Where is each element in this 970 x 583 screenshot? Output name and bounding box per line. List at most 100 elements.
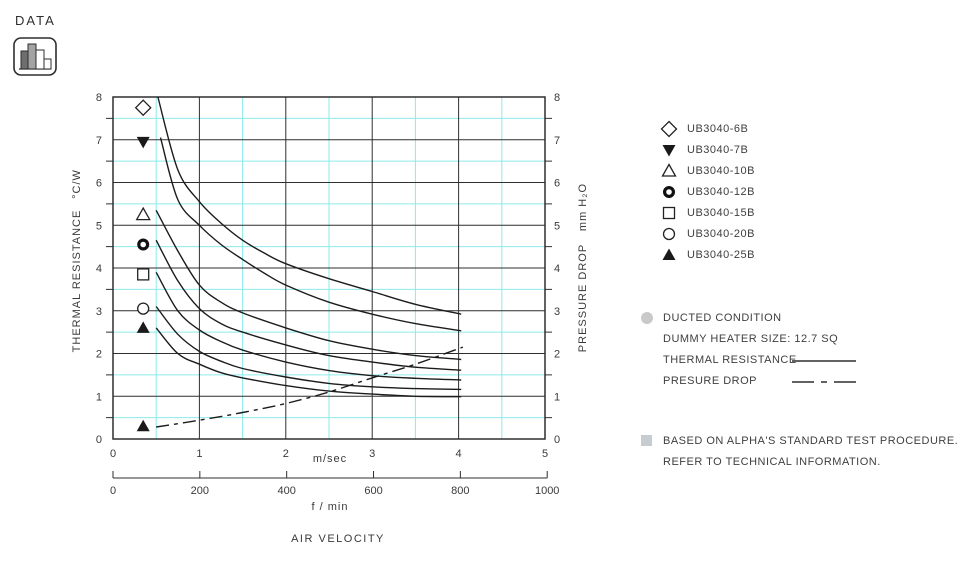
- curve-ub3040-20b: [155, 306, 462, 391]
- note-text: DUCTED CONDITION: [663, 311, 782, 324]
- y-tick-right: 4: [554, 263, 560, 275]
- y-tick-left: 7: [96, 135, 102, 147]
- grid-layer: [106, 96, 552, 440]
- x-tick: 2: [283, 448, 289, 460]
- legend-item: UB3040-6B: [660, 118, 755, 139]
- footnote-line: BASED ON ALPHA'S STANDARD TEST PROCEDURE…: [641, 430, 958, 451]
- x2-tick: 800: [451, 485, 469, 497]
- y-tick-left: 4: [96, 263, 102, 275]
- bar-chart-icon: [13, 37, 57, 76]
- circle-open-icon: [662, 227, 676, 240]
- note-pressure-drop-key: PRESURE DROP: [641, 370, 881, 391]
- y-tick-left: 5: [96, 220, 102, 232]
- legend-item: UB3040-7B: [660, 139, 755, 160]
- square-open-icon: [662, 206, 676, 219]
- legend-item: UB3040-10B: [660, 160, 755, 181]
- triangle-up-filled-icon: [136, 419, 150, 432]
- legend-label: UB3040-6B: [687, 122, 749, 135]
- y-tick-right: 6: [554, 178, 560, 190]
- note-ducted-condition: DUCTED CONDITION: [641, 307, 881, 328]
- x-tick: 5: [542, 448, 548, 460]
- x2-tick: 0: [110, 485, 116, 497]
- footnote-line: REFER TO TECHNICAL INFORMATION.: [641, 451, 958, 472]
- dashdot-line-sample-icon: [792, 380, 856, 383]
- y-tick-right: 5: [554, 220, 560, 232]
- x-tick: 3: [369, 448, 375, 460]
- curve-ub3040-10b: [155, 209, 462, 361]
- legend-label: UB3040-15B: [687, 206, 755, 219]
- thermal-resistance-chart: 0 1 2 3 4 5 6 7 8 0 1 2 3 4 5 6 7 8 0 1 2 3 4 5 0 200 400 600 800 10…: [71, 92, 589, 545]
- legend-item: UB3040-25B: [660, 244, 755, 265]
- diamond-open-icon: [134, 99, 152, 117]
- curve-ub3040-12b: [155, 239, 462, 371]
- curve-ub3040-7b: [159, 137, 462, 332]
- square-open-icon: [137, 268, 150, 281]
- triangle-down-filled-icon: [662, 144, 676, 156]
- note-heater-size: DUMMY HEATER SIZE: 12.7 SQ: [641, 328, 881, 349]
- y-tick-left: 1: [96, 391, 102, 403]
- triangle-up-open-icon: [135, 206, 151, 221]
- right-axis-unit: mm H₂O: [577, 183, 589, 231]
- footnote-block: BASED ON ALPHA'S STANDARD TEST PROCEDURE…: [641, 430, 958, 472]
- notes-block: DUCTED CONDITION DUMMY HEATER SIZE: 12.7…: [641, 307, 881, 391]
- x2-tick: 200: [191, 485, 209, 497]
- data-badge-label: DATA: [15, 13, 56, 28]
- triangle-up-filled-icon: [662, 248, 676, 260]
- y-tick-left: 0: [96, 434, 102, 446]
- y-tick-right: 0: [554, 434, 560, 446]
- curve-pressure-drop: [156, 346, 464, 428]
- y-tick-right: 8: [554, 92, 560, 104]
- right-axis-label: PRESSURE DROP: [577, 244, 589, 352]
- x-axis-caption: AIR VELOCITY: [291, 533, 385, 545]
- tick-layer: 0 1 2 3 4 5 6 7 8 0 1 2 3 4 5 6 7 8 0 1 2 3 4 5: [96, 92, 560, 460]
- x-axis-unit: m/sec: [313, 453, 347, 465]
- footnote-text: BASED ON ALPHA'S STANDARD TEST PROCEDURE…: [663, 434, 959, 447]
- x2-tick: 600: [364, 485, 382, 497]
- square-bullet-icon: [641, 435, 652, 446]
- plot-border: [112, 96, 546, 440]
- left-axis-label: THERMAL RESISTANCE: [71, 210, 83, 353]
- left-axis-unit: °C/W: [71, 169, 83, 199]
- legend-item: UB3040-12B: [660, 181, 755, 202]
- legend: UB3040-6B UB3040-7B UB3040-10B UB3040-12B UB…: [660, 118, 755, 265]
- legend-item: UB3040-15B: [660, 202, 755, 223]
- legend-item: UB3040-20B: [660, 223, 755, 244]
- note-thermal-resistance-key: THERMAL RESISTANCE: [641, 349, 881, 370]
- legend-label: UB3040-12B: [687, 185, 755, 198]
- note-text: PRESURE DROP: [663, 374, 758, 387]
- legend-label: UB3040-10B: [687, 164, 755, 177]
- circle-bold-icon: [662, 185, 676, 198]
- y-tick-right: 7: [554, 135, 560, 147]
- triangle-up-filled-icon: [136, 321, 150, 333]
- x2-axis-unit: f / min: [312, 501, 349, 513]
- legend-label: UB3040-7B: [687, 143, 749, 156]
- legend-label: UB3040-20B: [687, 227, 755, 240]
- curve-ub3040-25b: [155, 327, 462, 398]
- triangle-down-filled-icon: [136, 136, 150, 149]
- y-tick-right: 2: [554, 349, 560, 361]
- curve-ub3040-15b: [155, 271, 462, 381]
- solid-line-sample-icon: [792, 359, 856, 362]
- diamond-open-icon: [660, 120, 678, 137]
- y-tick-left: 8: [96, 92, 102, 104]
- note-text: DUMMY HEATER SIZE: 12.7 SQ: [663, 332, 839, 345]
- circle-open-icon: [137, 302, 150, 315]
- triangle-up-open-icon: [661, 162, 677, 177]
- curve-layer: [155, 96, 464, 428]
- marker-layer: [134, 99, 152, 432]
- circle-bullet-icon: [641, 311, 653, 324]
- secondary-axis-layer: 0 200 400 600 800 1000: [110, 471, 559, 497]
- y-tick-right: 1: [554, 391, 560, 403]
- y-tick-left: 2: [96, 349, 102, 361]
- y-tick-left: 3: [96, 306, 102, 318]
- footnote-text: REFER TO TECHNICAL INFORMATION.: [663, 455, 881, 468]
- note-text: THERMAL RESISTANCE: [663, 353, 797, 366]
- y-tick-right: 3: [554, 306, 560, 318]
- legend-label: UB3040-25B: [687, 248, 755, 261]
- x-tick: 1: [196, 448, 202, 460]
- x2-tick: 1000: [535, 485, 559, 497]
- curve-ub3040-6b: [157, 96, 462, 315]
- circle-bold-icon: [137, 238, 150, 251]
- y-tick-left: 6: [96, 178, 102, 190]
- x-tick: 4: [456, 448, 462, 460]
